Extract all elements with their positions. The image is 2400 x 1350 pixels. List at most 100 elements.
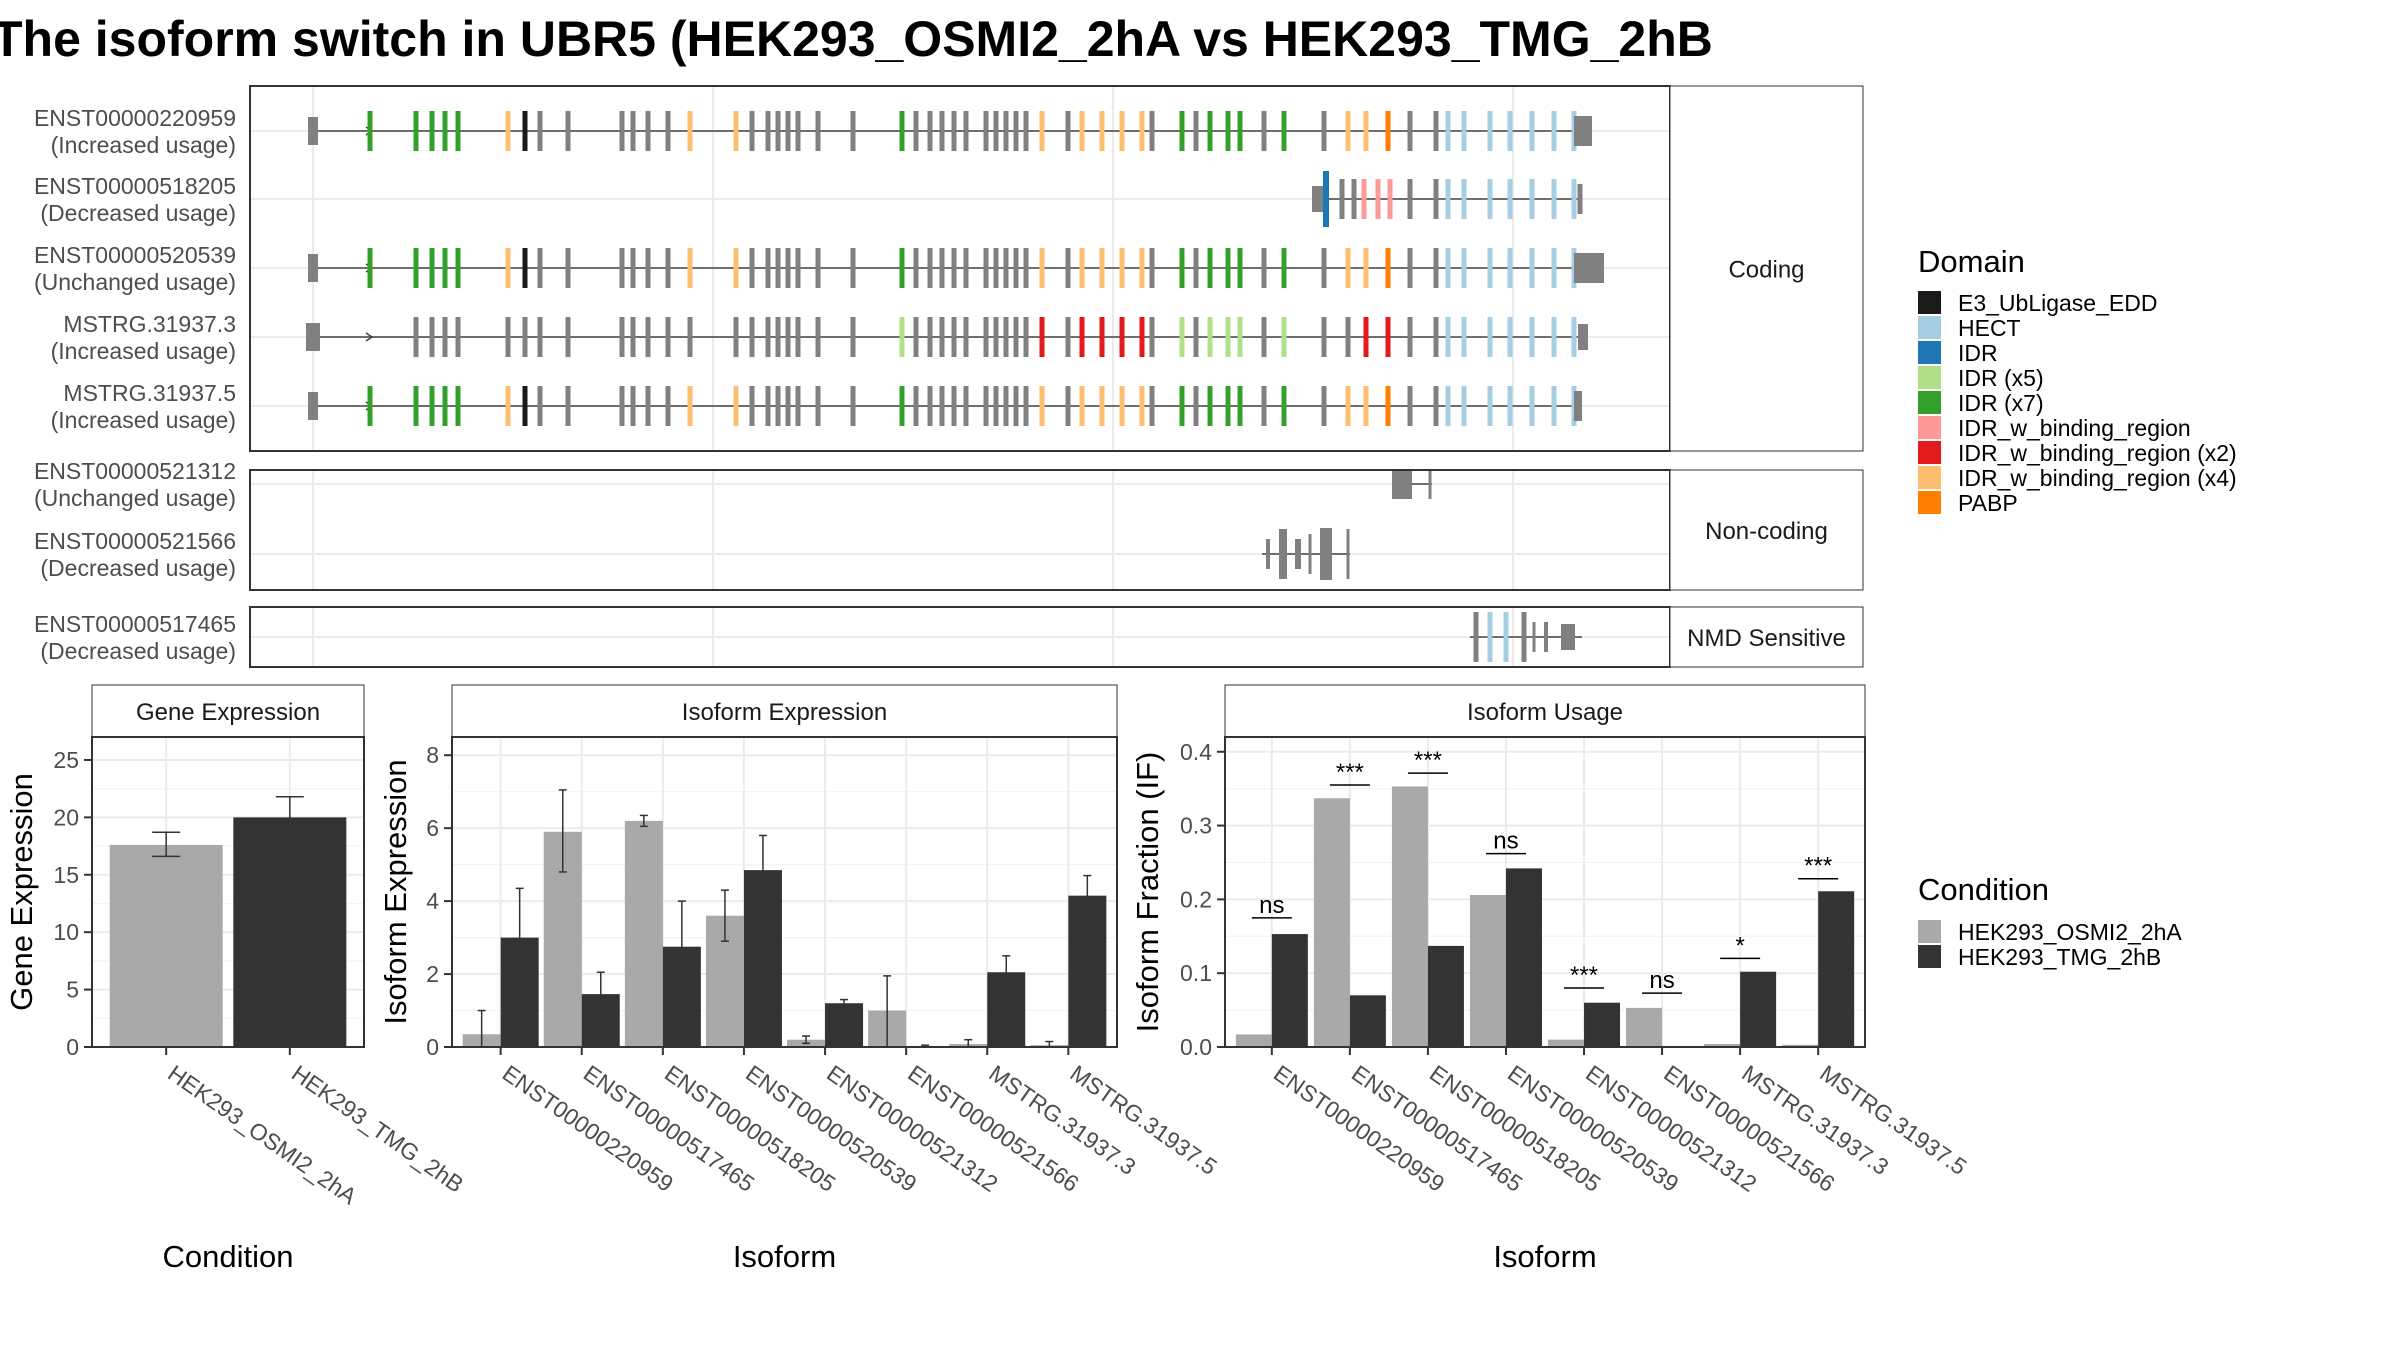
bar	[1782, 1044, 1819, 1047]
exon-block	[1507, 248, 1513, 288]
exon-block	[775, 111, 781, 151]
exon-block	[1363, 248, 1369, 288]
exon-block	[1261, 248, 1267, 288]
exon-block	[537, 317, 543, 357]
y-tick-label: 20	[53, 804, 79, 830]
exon-block	[850, 111, 856, 151]
exon-block	[1281, 386, 1287, 426]
exon-block	[308, 392, 318, 420]
legend-label: HEK293_TMG_2hB	[1958, 944, 2161, 970]
legend-swatch	[1918, 341, 1941, 364]
transcript-usage: (Increased usage)	[51, 407, 236, 433]
legend-label: PABP	[1958, 490, 2018, 516]
exon-block	[815, 248, 821, 288]
exon-block	[1385, 248, 1391, 288]
exon-block	[1261, 111, 1267, 151]
y-axis-title: Isoform Expression	[378, 759, 413, 1024]
transcript-model	[1470, 612, 1582, 662]
exon-block	[983, 111, 989, 151]
exon-block	[1551, 317, 1557, 357]
exon-block	[1507, 386, 1513, 426]
exon-block	[1433, 317, 1439, 357]
exon-block	[687, 111, 693, 151]
exon-block	[1487, 317, 1493, 357]
bar	[1271, 934, 1308, 1047]
exon-block	[1149, 248, 1155, 288]
exon-block	[1119, 248, 1125, 288]
y-tick-label: 25	[53, 747, 79, 773]
exon-block	[429, 248, 435, 288]
isoform-expression-chart: Isoform Expression02468ENST00000220959EN…	[378, 684, 1222, 1274]
exon-block	[749, 317, 755, 357]
exon-block	[795, 317, 801, 357]
exon-block	[630, 111, 636, 151]
significance-label: ns	[1649, 967, 1674, 994]
transcript-id: ENST00000521312	[34, 458, 236, 484]
exon-block	[993, 111, 999, 151]
exon-block	[963, 317, 969, 357]
bar	[1505, 868, 1542, 1047]
y-tick-label: 0	[426, 1034, 439, 1060]
exon-block	[1308, 534, 1312, 574]
exon-block	[1023, 111, 1029, 151]
exon-block	[619, 386, 625, 426]
exon-block	[505, 111, 511, 151]
exon-block	[1503, 612, 1509, 662]
exon-block	[1023, 317, 1029, 357]
exon-block	[1578, 324, 1588, 350]
exon-block	[927, 248, 933, 288]
legend-label: HEK293_OSMI2_2hA	[1958, 919, 2182, 945]
exon-block	[1529, 248, 1535, 288]
exon-block	[1039, 111, 1045, 151]
exon-block	[1445, 386, 1451, 426]
exon-block	[1571, 179, 1577, 219]
exon-block	[1179, 386, 1185, 426]
exon-block	[1139, 317, 1145, 357]
exon-block	[1433, 386, 1439, 426]
exon-block	[1149, 317, 1155, 357]
exon-block	[413, 248, 419, 288]
transcript-usage: (Decreased usage)	[40, 638, 236, 664]
exon-block	[413, 111, 419, 151]
exon-block	[308, 117, 318, 145]
exon-block	[1551, 179, 1557, 219]
legend-label: HECT	[1958, 315, 2021, 341]
y-tick-label: 15	[53, 862, 79, 888]
exon-block	[785, 248, 791, 288]
transcript-id: ENST00000518205	[34, 173, 236, 199]
exon-block	[1507, 179, 1513, 219]
y-tick-label: 0.1	[1180, 960, 1212, 986]
exon-block	[850, 248, 856, 288]
exon-block	[1079, 248, 1085, 288]
exon-block	[927, 386, 933, 426]
exon-block	[1119, 317, 1125, 357]
bar	[624, 820, 663, 1047]
exon-block	[1507, 111, 1513, 151]
exon-block	[537, 111, 543, 151]
exon-block	[1461, 386, 1467, 426]
significance-label: ***	[1570, 962, 1598, 989]
exon-block	[1207, 111, 1213, 151]
exon-block	[795, 248, 801, 288]
facet-label: Coding	[1728, 257, 1804, 284]
exon-block	[1179, 248, 1185, 288]
legend-swatch	[1918, 391, 1941, 414]
structure-panel-non-coding: ENST00000521312(Unchanged usage)ENST0000…	[34, 458, 1864, 591]
exon-block	[1281, 317, 1287, 357]
panel-border	[451, 736, 1118, 1048]
y-axis-title: Isoform Fraction (IF)	[1130, 752, 1165, 1033]
exon-block	[939, 111, 945, 151]
transcript-id: ENST00000521566	[34, 528, 236, 554]
y-tick-label: 0.2	[1180, 886, 1212, 912]
legend-swatch	[1918, 316, 1941, 339]
exon-block	[1529, 317, 1535, 357]
exon-block	[1139, 248, 1145, 288]
legend-label: E3_UbLigase_EDD	[1958, 290, 2157, 316]
exon-block	[1346, 529, 1350, 579]
significance-label: ns	[1493, 828, 1518, 855]
bar	[1469, 894, 1506, 1047]
exon-block	[1279, 529, 1287, 579]
exon-block	[1295, 539, 1301, 569]
